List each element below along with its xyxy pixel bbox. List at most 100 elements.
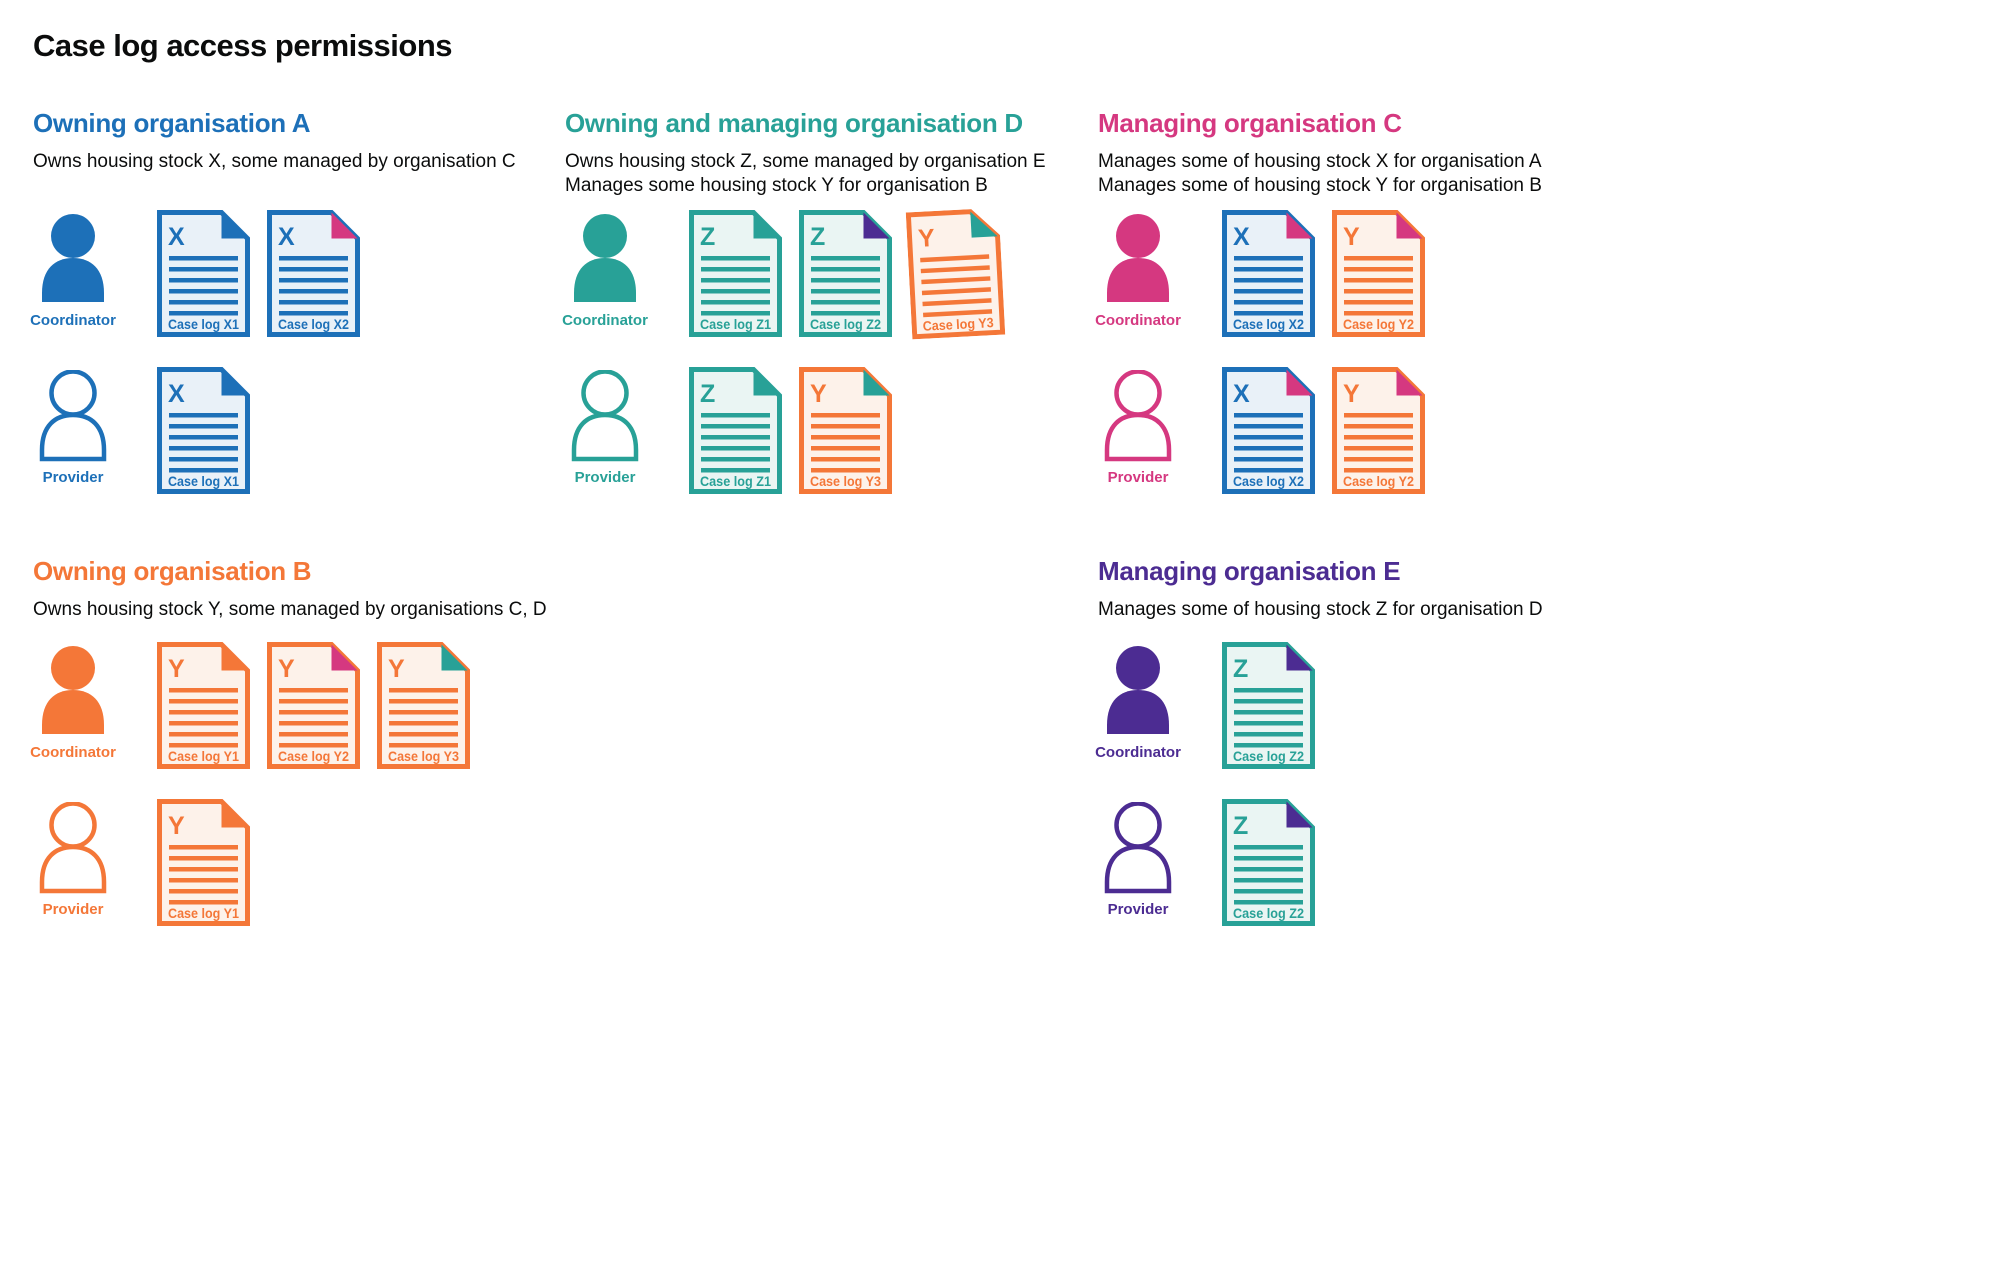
svg-text:Y: Y	[168, 655, 185, 683]
org-section-owning-organisation-b: Owning organisation B Owns housing stock…	[30, 556, 565, 926]
svg-text:Z: Z	[700, 223, 715, 251]
docs-row: Z Case log Z2	[1222, 799, 1315, 926]
case-log-doc-x2: X Case log X2	[1222, 367, 1315, 494]
section-description: Owns housing stock Y, some managed by or…	[33, 598, 565, 622]
coordinator-person-icon	[1104, 213, 1172, 305]
person-role-label: Provider	[42, 469, 104, 486]
person: Provider	[1098, 367, 1178, 486]
docs-row: X Case log X2 Y Case log Y2	[1222, 210, 1425, 337]
section-description-line: Owns housing stock Y, some managed by or…	[33, 599, 547, 620]
case-log-doc-y3: Y Case log Y3	[377, 642, 470, 769]
svg-text:X: X	[168, 223, 185, 251]
document-icon-y: Y Case log Y2	[1332, 210, 1425, 337]
svg-text:Y: Y	[1343, 223, 1360, 251]
case-log-doc-x1: X Case log X1	[157, 367, 250, 494]
docs-row: Z Case log Z1 Y Case log Y3	[689, 367, 892, 494]
provider-row: Provider Z Case log Z1 Y Case log Y3	[565, 367, 1002, 494]
case-log-doc-y1: Y Case log Y1	[157, 799, 250, 926]
case-log-doc-y3: Y Case log Y3	[799, 367, 892, 494]
document-icon-z: Z Case log Z2	[1222, 642, 1315, 769]
person: Coordinator	[30, 210, 116, 329]
person: Provider	[33, 367, 113, 486]
case-log-doc-z2: Z Case log Z2	[1222, 642, 1315, 769]
svg-text:Case log Y2: Case log Y2	[1343, 474, 1414, 489]
section-description-line: Manages some of housing stock X for orga…	[1098, 151, 1542, 172]
org-section-managing-organisation-c: Managing organisation C Manages some of …	[1095, 108, 1630, 494]
svg-text:Case log Y2: Case log Y2	[1343, 317, 1414, 332]
svg-text:Y: Y	[168, 812, 185, 840]
section-description-line: Manages some of housing stock Z for orga…	[1098, 599, 1543, 620]
coordinator-row: Coordinator Z Case log Z1 Z Case log Z2 Y C…	[562, 209, 1006, 340]
case-log-doc-y2: Y Case log Y2	[267, 642, 360, 769]
document-icon-z: Z Case log Z2	[1222, 799, 1315, 926]
document-icon-x: X Case log X2	[1222, 210, 1315, 337]
coordinator-person-icon	[1104, 645, 1172, 737]
person: Coordinator	[1095, 642, 1181, 761]
docs-row: Z Case log Z1 Z Case log Z2 Y Case log Y3	[689, 209, 1006, 340]
section-rows: Coordinator Z Case log Z2 Provider Z Case …	[1095, 642, 1315, 956]
svg-text:Case log Y2: Case log Y2	[278, 749, 349, 764]
provider-row: Provider Z Case log Z2	[1098, 799, 1315, 926]
case-log-doc-y1: Y Case log Y1	[157, 642, 250, 769]
document-icon-y: Y Case log Y2	[1332, 367, 1425, 494]
provider-row: Provider X Case log X2 Y Case log Y2	[1098, 367, 1425, 494]
docs-row: X Case log X1	[157, 367, 250, 494]
org-section-owning-organisation-a: Owning organisation A Owns housing stock…	[30, 108, 565, 494]
person-role-label: Coordinator	[562, 312, 648, 329]
case-log-doc-y3: Y Case log Y3	[905, 208, 1006, 340]
docs-row: X Case log X2 Y Case log Y2	[1222, 367, 1425, 494]
section-title-owning-organisation-a: Owning organisation A	[33, 108, 311, 138]
document-icon-y: Y Case log Y2	[267, 642, 360, 769]
person-role-label: Provider	[1107, 469, 1169, 486]
org-section-managing-organisation-e: Managing organisation E Manages some of …	[1095, 556, 1630, 926]
svg-text:X: X	[168, 380, 185, 408]
person-role-label: Provider	[42, 901, 104, 918]
section-rows: Coordinator Y Case log Y1 Y Case log Y2 Y C…	[30, 642, 470, 956]
case-log-doc-z2: Z Case log Z2	[799, 210, 892, 337]
document-icon-x: X Case log X2	[267, 210, 360, 337]
coordinator-person-icon	[39, 213, 107, 305]
document-icon-y: Y Case log Y3	[905, 208, 1006, 340]
provider-person-icon	[39, 801, 107, 894]
document-icon-y: Y Case log Y1	[157, 799, 250, 926]
docs-row: Y Case log Y1 Y Case log Y2 Y Case log Y3	[157, 642, 470, 769]
svg-text:Case log Z2: Case log Z2	[810, 317, 881, 332]
section-rows: Coordinator X Case log X1 X Case log X2 Pr…	[30, 210, 360, 524]
document-icon-y: Y Case log Y1	[157, 642, 250, 769]
person: Coordinator	[30, 642, 116, 761]
section-description-line: Manages some of housing stock Y for orga…	[1098, 175, 1542, 196]
svg-text:Case log Z2: Case log Z2	[1233, 749, 1304, 764]
section-description-line: Owns housing stock Z, some managed by or…	[565, 151, 1046, 172]
docs-row: Z Case log Z2	[1222, 642, 1315, 769]
person: Provider	[1098, 799, 1178, 918]
person-role-label: Coordinator	[30, 744, 116, 761]
page-title: Case log access permissions	[33, 28, 453, 63]
docs-row: Y Case log Y1	[157, 799, 250, 926]
section-title-managing-organisation-c: Managing organisation C	[1098, 108, 1402, 138]
svg-text:Z: Z	[810, 223, 825, 251]
org-section-owning-and-managing-organisation-d: Owning and managing organisation D Owns …	[562, 108, 1097, 494]
svg-text:Case log X2: Case log X2	[278, 317, 349, 332]
svg-text:Case log Y3: Case log Y3	[810, 474, 881, 489]
svg-text:Case log Y3: Case log Y3	[388, 749, 459, 764]
svg-text:Case log X1: Case log X1	[168, 317, 239, 332]
coordinator-person-icon	[39, 645, 107, 737]
provider-person-icon	[1104, 369, 1172, 462]
svg-text:Case log Z1: Case log Z1	[700, 317, 771, 332]
coordinator-person-icon	[571, 213, 639, 305]
svg-text:Case log X2: Case log X2	[1233, 474, 1304, 489]
person: Coordinator	[1095, 210, 1181, 329]
provider-row: Provider X Case log X1	[33, 367, 360, 494]
coordinator-row: Coordinator X Case log X1 X Case log X2	[30, 210, 360, 337]
section-description: Manages some of housing stock X for orga…	[1098, 150, 1630, 198]
svg-text:Case log Y1: Case log Y1	[168, 749, 239, 764]
svg-text:Y: Y	[388, 655, 405, 683]
document-icon-z: Z Case log Z1	[689, 367, 782, 494]
provider-row: Provider Y Case log Y1	[33, 799, 470, 926]
svg-text:Z: Z	[1233, 655, 1248, 683]
svg-text:Case log Z2: Case log Z2	[1233, 906, 1304, 921]
document-icon-z: Z Case log Z1	[689, 210, 782, 337]
svg-text:X: X	[1233, 380, 1250, 408]
case-log-doc-x2: X Case log X2	[1222, 210, 1315, 337]
document-icon-x: X Case log X2	[1222, 367, 1315, 494]
